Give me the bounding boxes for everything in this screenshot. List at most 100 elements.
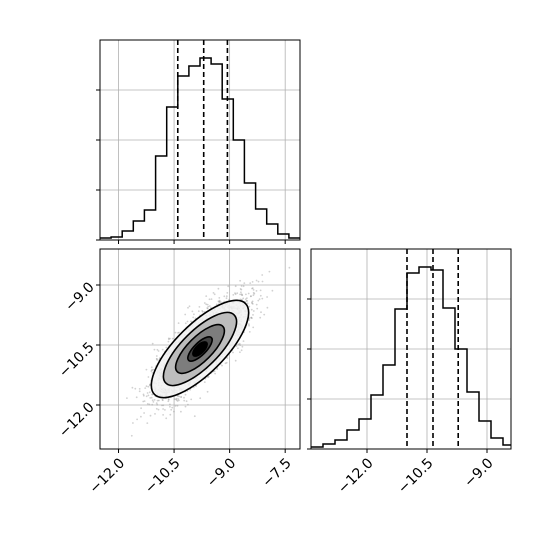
scatter-point [175, 399, 178, 402]
scatter-point [260, 311, 262, 314]
scatter-point [255, 279, 258, 282]
scatter-point [132, 422, 134, 424]
scatter-point [255, 303, 258, 306]
scatter-point [203, 302, 206, 304]
scatter-point [161, 399, 164, 402]
scatter-point [174, 331, 177, 334]
scatter-point [168, 338, 170, 341]
scatter-point [148, 403, 151, 406]
scatter-point [242, 297, 245, 300]
scatter-point [190, 320, 192, 323]
scatter-point [175, 398, 177, 401]
scatter-point [183, 399, 186, 402]
scatter-point [157, 408, 160, 411]
scatter-point [143, 412, 146, 414]
scatter-point [251, 281, 254, 283]
scatter-point [158, 399, 160, 402]
scatter-point [186, 320, 189, 323]
scatter-point [206, 307, 209, 310]
scatter-point [259, 289, 262, 292]
scatter-point [245, 293, 247, 296]
scatter-point [238, 342, 241, 345]
scatter-point [241, 345, 244, 348]
scatter-point [175, 397, 178, 400]
scatter-point [189, 388, 192, 391]
scatter-ytick-label: −10.5 [56, 339, 98, 381]
scatter-point [207, 375, 210, 378]
scatter-point [151, 399, 154, 402]
scatter-point [161, 398, 164, 401]
scatter-point [218, 297, 221, 299]
contour-core [192, 341, 208, 357]
scatter-point [193, 313, 195, 316]
scatter-point [252, 294, 255, 297]
contour-line [187, 336, 213, 362]
scatter-point [252, 291, 255, 294]
hist1-step-line [100, 57, 300, 239]
scatter-point [184, 405, 187, 408]
scatter-xtick-label: −12.0 [86, 455, 128, 497]
scatter-point [149, 397, 152, 399]
scatter-point [241, 294, 244, 296]
scatter-point [162, 408, 165, 410]
scatter-point [184, 322, 187, 325]
hist2-ticks: −12.0 −10.5 −9.0 [307, 298, 497, 497]
scatter-point [261, 280, 264, 283]
scatter-point [156, 348, 159, 351]
scatter-point [219, 300, 221, 303]
scatter-point [248, 319, 251, 321]
scatter-point [225, 297, 228, 300]
scatter-point [180, 396, 183, 398]
scatter-point [226, 357, 229, 359]
scatter-point [212, 292, 215, 294]
scatter-point [145, 385, 148, 388]
scatter-point [199, 397, 202, 400]
scatter-point [246, 300, 249, 302]
scatter-point [151, 393, 154, 396]
scatter-point [187, 403, 189, 406]
scatter-point [248, 317, 251, 320]
hist1-quantiles [176, 40, 229, 240]
scatter-point [234, 359, 237, 362]
scatter-point [156, 359, 159, 361]
scatter-point [218, 301, 221, 304]
scatter-point [148, 391, 151, 394]
scatter-point [251, 287, 254, 290]
scatter-point [171, 406, 174, 409]
scatter-point [177, 322, 180, 324]
scatter-point [146, 403, 149, 405]
scatter-point [183, 396, 185, 399]
scatter-point [225, 361, 228, 364]
scatter-point [242, 340, 245, 342]
scatter-point [178, 395, 181, 398]
scatter-point [149, 414, 152, 417]
scatter-point [140, 415, 142, 418]
scatter-point [156, 403, 159, 406]
scatter-point [255, 290, 258, 292]
scatter-ytick-label: −9.0 [62, 279, 97, 314]
scatter-point [203, 381, 206, 383]
scatter-point [155, 407, 158, 410]
scatter-point [167, 340, 170, 343]
scatter-point [257, 299, 260, 302]
scatter-point [232, 351, 234, 354]
scatter-point [251, 300, 254, 303]
scatter-point [171, 337, 174, 340]
scatter-point [197, 310, 200, 313]
scatter-point [251, 302, 254, 305]
scatter-point [169, 413, 172, 416]
scatter-point [151, 372, 154, 374]
scatter-point [261, 297, 264, 300]
scatter-point [165, 417, 168, 420]
scatter-point [232, 294, 235, 296]
scatter-point [239, 293, 242, 296]
scatter-point [147, 385, 150, 388]
scatter-point [242, 285, 245, 288]
scatter-point [198, 306, 201, 308]
scatter-point [146, 392, 149, 394]
hist2-grid [311, 249, 511, 449]
scatter-point [253, 292, 256, 295]
scatter-point [167, 400, 170, 403]
scatter-point [245, 300, 248, 302]
